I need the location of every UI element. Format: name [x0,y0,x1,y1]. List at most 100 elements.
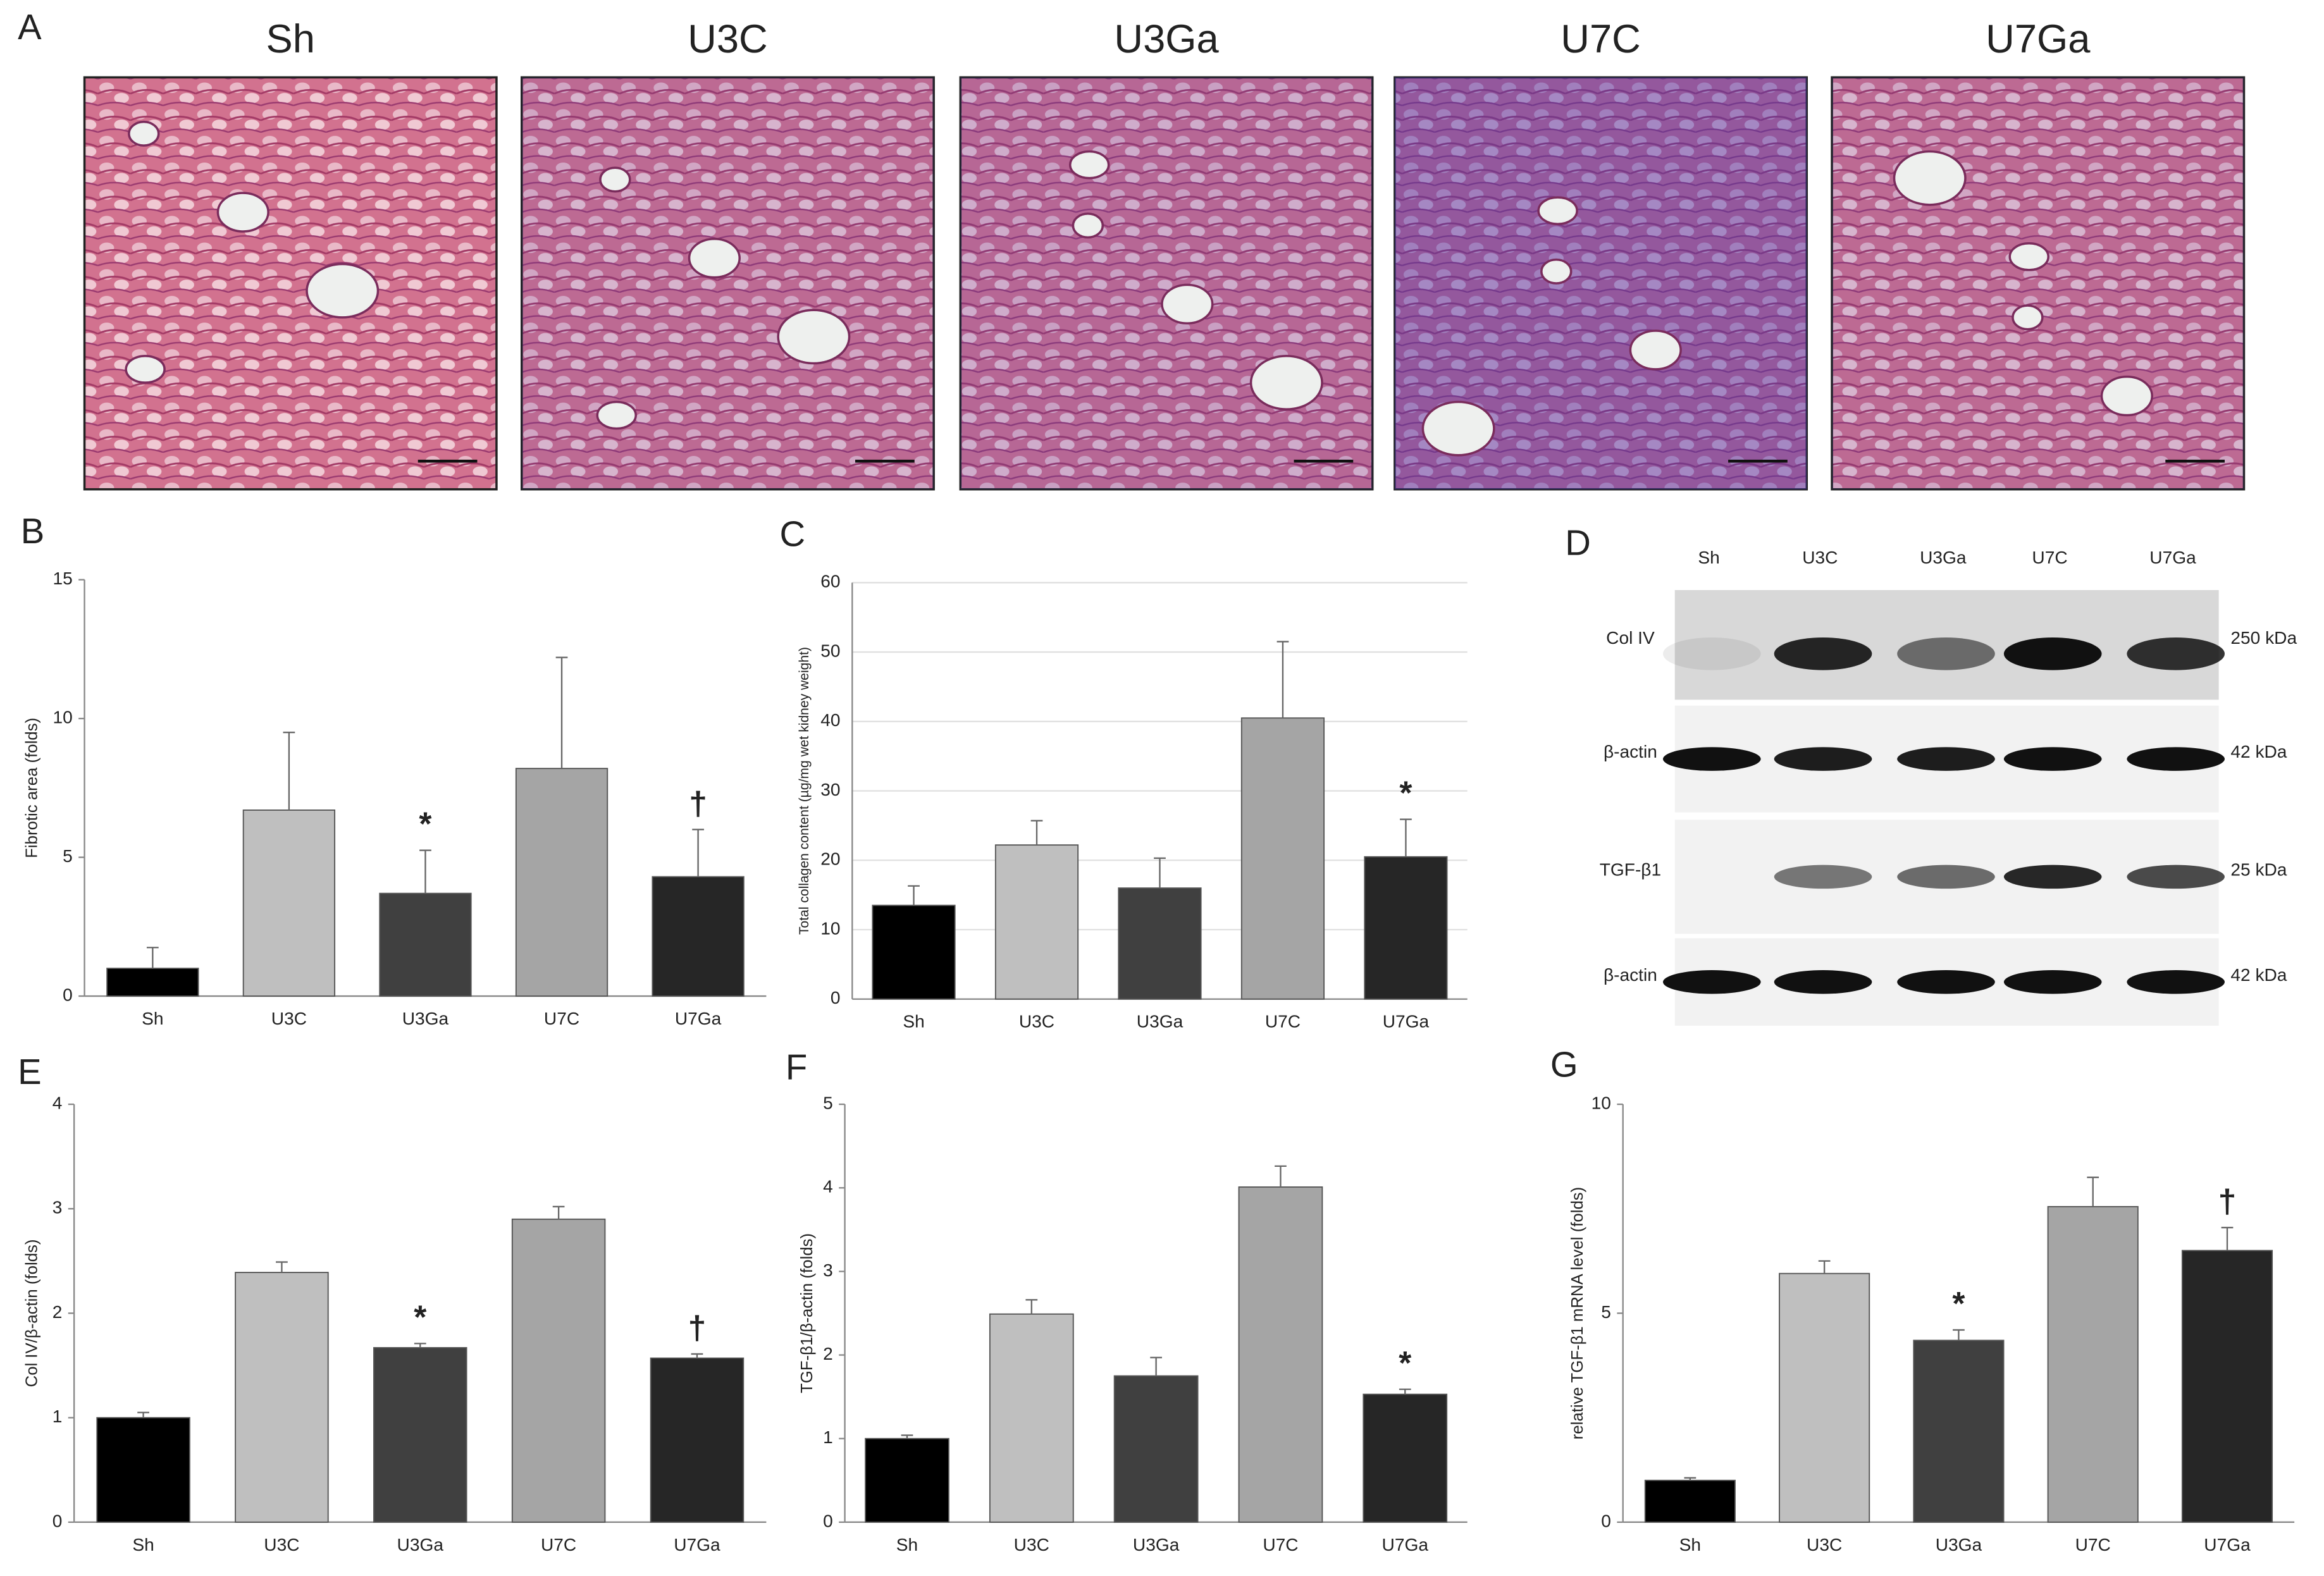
lumen [1421,400,1495,457]
x-tick-label: U3Ga [1133,1535,1180,1554]
row-label: TGF-β1 [1600,859,1661,879]
bar [96,1417,190,1523]
bar [865,1437,949,1523]
fibrosis-tint [960,77,1373,489]
y-tick-label: 4 [53,1093,63,1113]
x-tick-label: U3Ga [397,1535,444,1554]
y-axis-label: Total collagen content (µg/mg wet kidney… [797,647,812,935]
x-tick-label: U3C [264,1535,299,1554]
band-size: 25 kDa [2230,859,2287,879]
lumen [2100,375,2153,417]
x-tick-label: U3Ga [1137,1012,1184,1031]
blot-band [2127,865,2225,889]
y-tick-label: 5 [1601,1302,1611,1322]
band-size: 42 kDa [2230,742,2287,761]
y-tick-label: 0 [63,985,73,1004]
lane-label: U3Ga [1920,548,1967,567]
y-tick-label: 50 [820,641,840,660]
blot-band [1897,637,1995,670]
y-tick-label: 60 [820,572,840,591]
significance-mark: * [1399,775,1412,811]
y-tick-label: 0 [823,1511,833,1530]
lumen [599,166,631,193]
fibrosis-tint [1832,77,2244,489]
bar-chart: B Fibrotic area (folds) 0 5 10 15 Sh U3C U3Ga * U7… [21,511,767,1028]
histology-image [1831,76,2246,491]
y-tick-label: 2 [823,1344,833,1364]
lane-label: U7Ga [2149,548,2196,567]
blot-band [1774,865,1872,889]
histology-image [959,76,1374,491]
x-tick-label: U7C [1263,1535,1298,1554]
x-tick-label: U3C [1019,1012,1054,1031]
significance-mark: * [1399,1345,1411,1381]
significance-mark: † [688,1309,707,1346]
lumen [1249,355,1323,410]
image-title: U7C [1561,17,1641,61]
blot-band [2003,637,2102,670]
bar-chart: E Col IV/β-actin (folds) 0 1 2 3 4 Sh U3C U3Ga * U7… [18,1052,767,1554]
lumen [125,355,166,384]
bar [1118,887,1202,1000]
y-tick-label: 2 [53,1302,63,1322]
blot-band [2127,970,2225,994]
panel-label: F [786,1047,807,1087]
bar [650,1357,745,1523]
lumen [596,400,637,430]
y-axis-label: TGF-β1/β-actin (folds) [798,1233,816,1393]
bar [373,1347,467,1523]
x-tick-label: U7Ga [674,1535,720,1554]
row-label: β-actin [1604,742,1657,761]
lumen [1072,212,1104,239]
bar [106,968,199,997]
x-tick-label: U3C [1014,1535,1049,1554]
lumen [128,120,160,147]
y-tick-label: 0 [831,988,841,1007]
y-tick-label: 20 [820,849,840,869]
bar [2181,1250,2273,1523]
histology-image [83,76,498,491]
bar [652,876,745,997]
blot-band [2127,637,2225,670]
lumen [1629,329,1682,371]
y-axis-label: Fibrotic area (folds) [23,718,40,858]
bar [511,1218,606,1523]
row-label: β-actin [1604,965,1657,985]
lane-label: U7C [2032,548,2067,567]
panel-label: B [21,511,45,551]
x-tick-label: U7Ga [2204,1535,2251,1554]
blot-band [2003,865,2102,889]
x-tick-label: U3C [271,1009,307,1028]
x-tick-label: U7Ga [675,1009,722,1028]
y-tick-label: 0 [53,1511,63,1530]
blot-band [1774,970,1872,994]
x-tick-label: U7C [541,1535,576,1554]
lumen [2008,242,2049,271]
significance-mark: † [689,785,707,822]
lumen [1068,150,1110,180]
lumen [1540,258,1573,285]
blot-band [2003,747,2102,771]
bar [1913,1339,2005,1523]
y-tick-label: 1 [823,1427,833,1447]
bar [379,892,472,997]
histology-image [521,76,935,491]
bar [1644,1479,1736,1523]
bar [2047,1206,2139,1523]
y-tick-label: 30 [820,780,840,799]
bar [994,844,1079,1000]
bar-chart: C Total collagen content (µg/mg wet kidne… [779,514,1468,1031]
y-tick-label: 10 [53,708,73,727]
panel-label: A [18,7,42,47]
x-tick-label: Sh [1679,1535,1701,1554]
bar [1364,856,1448,1000]
y-tick-label: 5 [823,1093,833,1113]
y-tick-label: 3 [53,1198,63,1217]
blot-band [1897,747,1995,771]
x-tick-label: U7Ga [1383,1012,1430,1031]
y-tick-label: 4 [823,1177,833,1197]
band-size: 42 kDa [2230,965,2287,985]
significance-mark: * [1952,1285,1965,1322]
blot-band [1662,637,1761,670]
